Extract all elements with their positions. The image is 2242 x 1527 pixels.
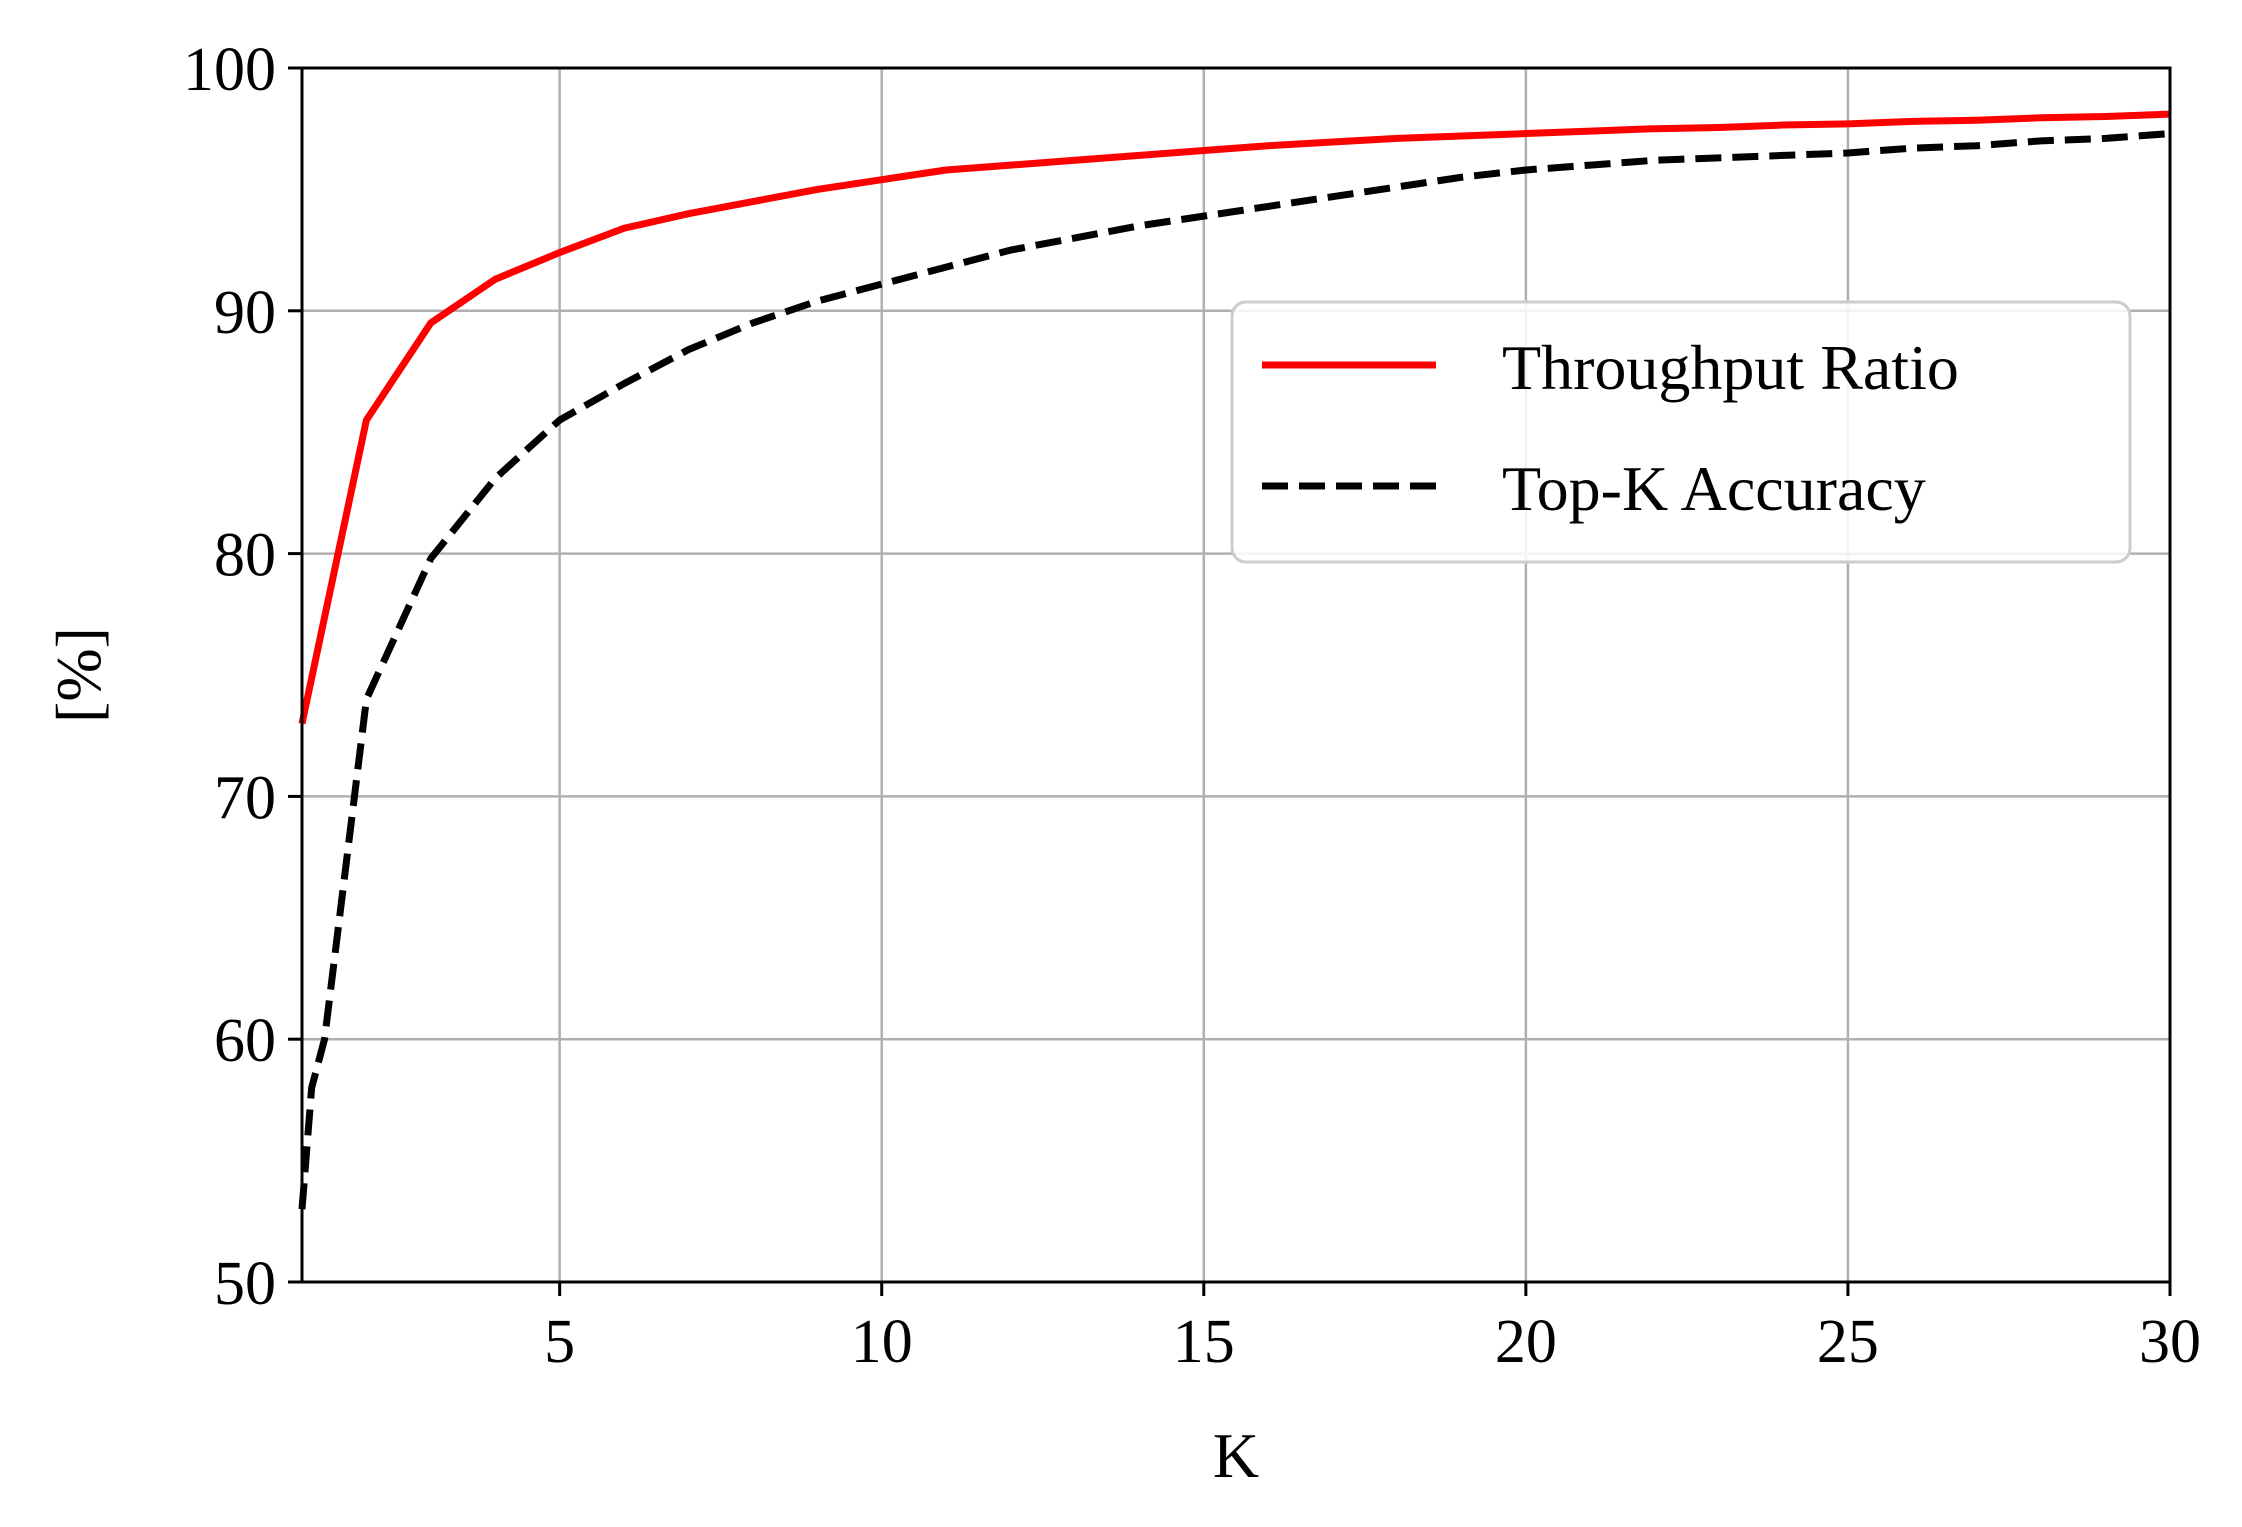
- plot-frame: [300, 66, 2172, 1284]
- x-tick-label: 20: [1495, 1308, 1557, 1376]
- legend-label-top-k-accuracy: Top-K Accuracy: [1502, 453, 1926, 524]
- grid: [302, 66, 2172, 1284]
- y-tick-label: 70: [214, 764, 276, 832]
- legend: Throughput Ratio Top-K Accuracy: [1230, 300, 2132, 564]
- x-axis-label: K: [1213, 1420, 1259, 1491]
- series-line-top-k-accuracy: [298, 130, 2171, 1210]
- y-tick-label: 80: [214, 522, 276, 590]
- series-lines: [298, 110, 2171, 1210]
- legend-label-throughput-ratio: Throughput Ratio: [1502, 332, 1959, 403]
- y-axis-label: [%]: [43, 627, 114, 723]
- x-tick-label: 15: [1173, 1308, 1235, 1376]
- y-tick-label: 100: [183, 36, 276, 104]
- x-tick-label: 10: [851, 1308, 913, 1376]
- y-tick-label: 60: [214, 1007, 276, 1075]
- axis-ticks: [288, 66, 2172, 1296]
- y-tick-label: 50: [214, 1250, 276, 1318]
- series-line-throughput-ratio: [298, 110, 2171, 725]
- tick-labels: 5 10 15 20 25 30 50 60 70 80 90 100: [183, 36, 2201, 1376]
- legend-box: [1230, 300, 2132, 564]
- x-tick-label: 30: [2139, 1308, 2201, 1376]
- y-tick-label: 90: [214, 279, 276, 347]
- x-tick-label: 25: [1817, 1308, 1879, 1376]
- x-tick-label: 5: [544, 1308, 575, 1376]
